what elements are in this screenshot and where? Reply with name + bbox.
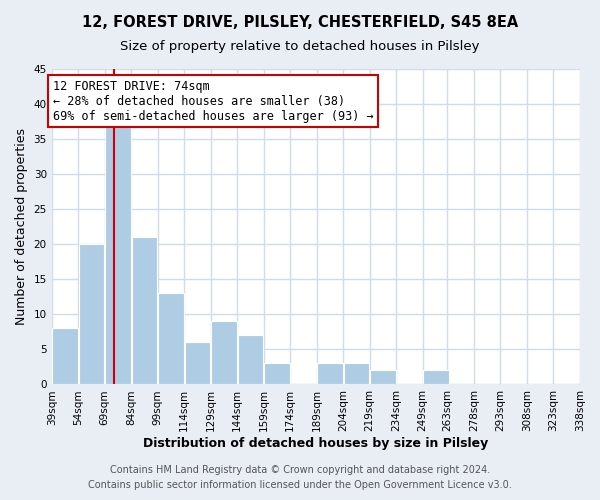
Bar	[79, 244, 104, 384]
Bar	[105, 125, 131, 384]
Text: Contains HM Land Registry data © Crown copyright and database right 2024.
Contai: Contains HM Land Registry data © Crown c…	[88, 465, 512, 490]
Bar	[211, 322, 237, 384]
Bar	[158, 294, 184, 384]
Text: Size of property relative to detached houses in Pilsley: Size of property relative to detached ho…	[120, 40, 480, 53]
Bar	[52, 328, 78, 384]
Bar	[185, 342, 210, 384]
Bar	[131, 237, 157, 384]
Bar	[344, 364, 369, 384]
Text: 12 FOREST DRIVE: 74sqm
← 28% of detached houses are smaller (38)
69% of semi-det: 12 FOREST DRIVE: 74sqm ← 28% of detached…	[53, 80, 373, 122]
Bar	[238, 336, 263, 384]
Text: 12, FOREST DRIVE, PILSLEY, CHESTERFIELD, S45 8EA: 12, FOREST DRIVE, PILSLEY, CHESTERFIELD,…	[82, 15, 518, 30]
Y-axis label: Number of detached properties: Number of detached properties	[15, 128, 28, 325]
X-axis label: Distribution of detached houses by size in Pilsley: Distribution of detached houses by size …	[143, 437, 488, 450]
Bar	[264, 364, 290, 384]
Bar	[317, 364, 343, 384]
Bar	[423, 370, 449, 384]
Bar	[370, 370, 396, 384]
